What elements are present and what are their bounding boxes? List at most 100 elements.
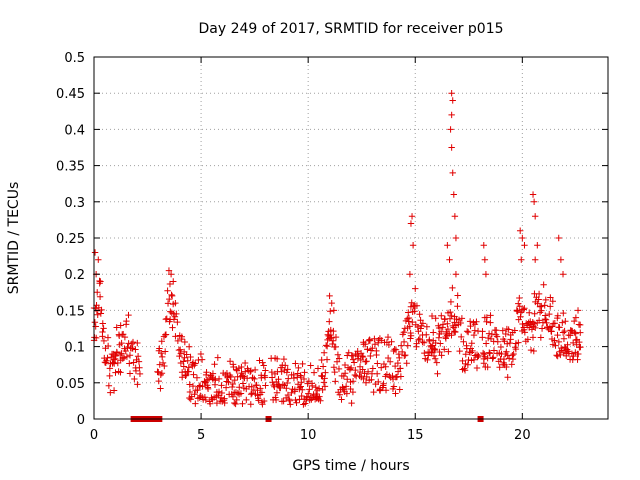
data-point (438, 312, 445, 319)
data-point (295, 364, 302, 372)
data-point (359, 366, 366, 373)
data-point (475, 352, 482, 360)
data-point (327, 331, 335, 339)
data-point (125, 311, 132, 319)
data-point (100, 337, 108, 345)
data-point (177, 350, 185, 357)
data-point (531, 256, 539, 263)
data-point (479, 334, 486, 341)
data-point (126, 352, 134, 359)
data-point (350, 356, 357, 363)
data-point (123, 317, 130, 325)
data-point (423, 331, 430, 338)
data-point (564, 341, 571, 348)
data-point (549, 298, 556, 305)
data-point (212, 377, 219, 384)
data-point (497, 343, 505, 351)
data-point (464, 328, 472, 336)
data-point (455, 316, 463, 324)
data-point (97, 278, 104, 285)
data-point (158, 370, 166, 377)
data-point (182, 371, 190, 379)
data-point (215, 388, 223, 395)
data-point (350, 359, 358, 366)
y-tick-label: 0.3 (64, 196, 85, 211)
data-point (570, 352, 577, 360)
data-point (529, 334, 537, 341)
data-point (464, 361, 472, 368)
data-point (479, 328, 486, 335)
data-point (326, 318, 333, 325)
data-point (506, 339, 514, 347)
data-point (238, 369, 245, 377)
data-point (318, 356, 325, 364)
data-point (516, 294, 523, 302)
data-point (486, 350, 494, 357)
data-point (536, 303, 544, 310)
data-point (487, 312, 494, 319)
data-point (556, 324, 563, 331)
data-point (473, 318, 480, 325)
data-point (560, 335, 568, 342)
data-point (357, 350, 365, 357)
data-point (407, 220, 415, 227)
y-tick-label: 0 (77, 413, 85, 428)
data-point (237, 390, 245, 397)
data-point (421, 349, 428, 357)
data-point (530, 320, 538, 327)
data-point (251, 375, 258, 383)
data-point (547, 294, 554, 301)
data-point (134, 352, 142, 360)
data-point (132, 346, 139, 353)
data-point (484, 363, 491, 371)
data-point (163, 315, 170, 322)
data-point (490, 347, 498, 354)
data-point (97, 310, 105, 317)
data-point (554, 312, 562, 319)
data-point (136, 364, 143, 371)
data-point (389, 372, 396, 380)
data-point (332, 333, 340, 341)
data-point (420, 339, 428, 346)
data-point (359, 353, 367, 361)
x-tick-label: 10 (300, 428, 317, 443)
data-point (554, 331, 561, 339)
data-point (518, 256, 525, 263)
data-point (510, 350, 517, 358)
data-point (257, 385, 264, 392)
data-point (439, 321, 447, 328)
data-point (285, 396, 293, 403)
data-point (487, 319, 494, 326)
data-point (470, 331, 478, 339)
data-point (159, 353, 166, 361)
data-point (290, 374, 298, 382)
data-point (484, 334, 492, 342)
data-point (547, 327, 555, 335)
data-point (452, 271, 460, 278)
data-point (222, 384, 230, 391)
data-point (330, 364, 338, 371)
data-point (238, 363, 245, 371)
data-point (362, 379, 370, 386)
data-point (446, 256, 453, 263)
data-point (247, 401, 254, 408)
data-point (452, 234, 460, 242)
data-point (165, 267, 173, 274)
data-point (398, 348, 406, 356)
data-point (126, 370, 134, 377)
data-point (538, 325, 546, 332)
data-point (161, 362, 168, 370)
data-point (493, 327, 500, 334)
data-point (571, 317, 578, 325)
axis-ticks: 0 5 10 15 20 0 0.05 0.1 0.15 0.2 0.25 0.3 0.35 0.4 0.4… (56, 51, 608, 443)
data-point (283, 369, 291, 376)
data-point (336, 355, 343, 362)
data-point (253, 381, 260, 389)
data-point (423, 323, 431, 330)
data-point (390, 383, 398, 390)
data-point (171, 313, 179, 320)
data-point (405, 309, 412, 316)
data-point (396, 354, 403, 362)
data-point (400, 329, 408, 336)
data-point (333, 358, 341, 365)
